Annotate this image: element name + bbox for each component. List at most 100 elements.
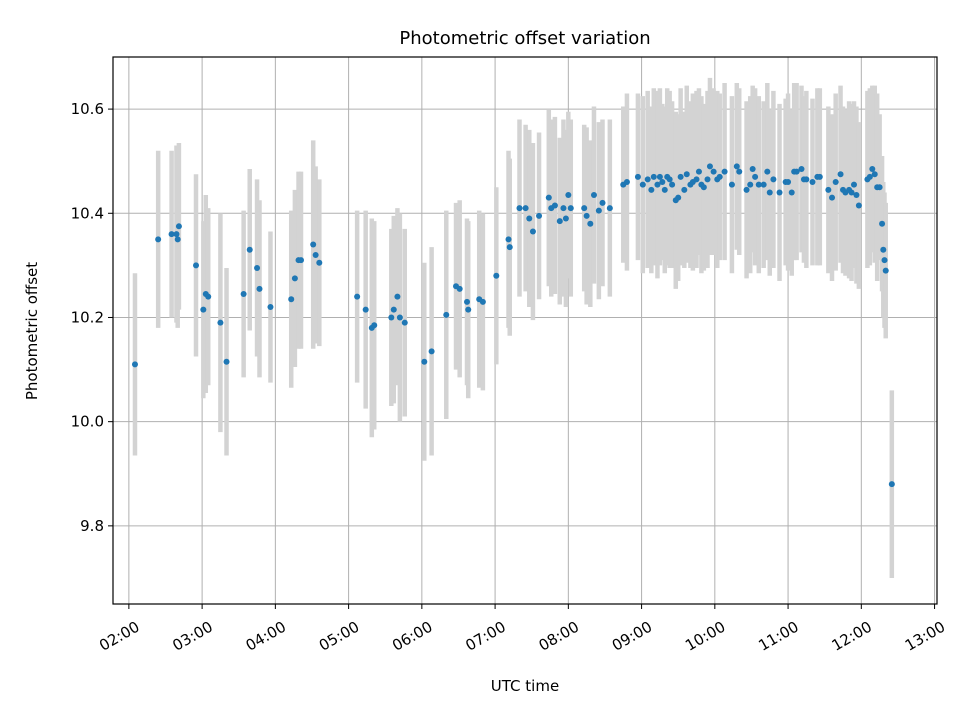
data-point [675,194,682,201]
data-point [567,205,574,212]
x-tick-label: 13:00 [902,618,948,655]
data-point [770,176,777,183]
x-tick-label: 05:00 [316,618,362,655]
data-point [644,176,651,183]
data-point [506,244,513,251]
data-point [565,192,572,199]
data-point [240,291,247,298]
data-point [205,293,212,300]
data-point [168,231,175,238]
data-point [316,259,323,266]
data-points [131,163,895,488]
data-point [388,314,395,321]
data-point [749,166,756,173]
data-point [785,179,792,186]
x-tick-label: 06:00 [389,618,435,655]
data-point [798,166,805,173]
plot-frame [112,56,938,605]
data-point [855,202,862,209]
data-point [456,285,463,292]
data-point [825,186,832,193]
data-point [551,202,558,209]
data-point [755,181,762,188]
data-point [479,298,486,305]
chart-title: Photometric offset variation [399,28,650,49]
data-point [669,181,676,188]
data-point [516,205,523,212]
data-point [816,173,823,180]
data-point [866,173,873,180]
data-point [362,306,369,313]
y-tick-label: 10.0 [71,413,104,431]
data-point [681,186,688,193]
data-point [733,163,740,170]
data-point [312,251,319,258]
data-point [560,205,567,212]
data-point [871,171,878,178]
x-axis-label: UTC time [491,677,559,695]
y-tick-label: 9.8 [80,517,104,535]
data-point [522,205,529,212]
data-point [704,176,711,183]
data-point [545,194,552,201]
data-point [788,189,795,196]
data-point [876,184,883,191]
data-point [760,181,767,188]
data-point [390,306,397,313]
data-point [650,173,657,180]
data-point [803,176,810,183]
data-point [869,166,876,173]
data-point [587,220,594,227]
data-point [700,184,707,191]
data-point [648,186,655,193]
data-point [882,267,889,274]
data-point [683,171,690,178]
data-point [174,236,181,243]
y-axis-ticks: 9.8 10.0 10.2 10.4 10.6 [71,100,113,535]
data-point [853,192,860,199]
y-tick-label: 10.6 [71,100,104,118]
data-point [793,168,800,175]
data-point [881,257,888,264]
data-point [288,296,295,303]
data-point [743,186,750,193]
data-point [354,293,361,300]
x-tick-label: 02:00 [96,618,142,655]
data-point [505,236,512,243]
data-point [666,176,673,183]
data-point [465,306,472,313]
data-point [155,236,162,243]
data-point [175,223,182,230]
x-axis-ticks: 02:00 03:00 04:00 05:00 06:00 07:00 08:00 09:00… [96,604,948,655]
data-point [623,179,630,186]
x-tick-label: 08:00 [536,618,582,655]
x-tick-label: 07:00 [462,618,508,655]
data-point [223,358,230,365]
x-tick-label: 11:00 [755,618,801,655]
y-axis-label: Photometric offset [23,262,41,400]
data-point [297,257,304,264]
data-point [536,212,543,219]
data-point [716,173,723,180]
x-tick-label: 04:00 [243,618,289,655]
data-point [766,189,773,196]
data-point [656,173,663,180]
data-point [695,168,702,175]
data-point [526,215,533,222]
data-point [776,189,783,196]
data-point [606,205,613,212]
data-point [736,168,743,175]
y-tick-label: 10.4 [71,204,104,222]
data-point [562,215,569,222]
x-tick-label: 09:00 [609,618,655,655]
data-point [200,306,207,313]
data-point [693,176,700,183]
data-point [654,181,661,188]
data-point [599,199,606,206]
data-point [371,322,378,329]
data-point [829,194,836,201]
data-point [590,192,597,199]
data-point [401,319,408,326]
data-point [396,314,403,321]
